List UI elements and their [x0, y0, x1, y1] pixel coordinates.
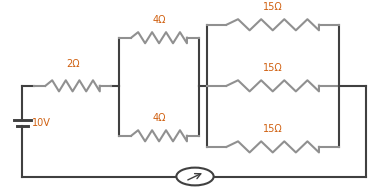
- Text: 15Ω: 15Ω: [263, 2, 283, 12]
- Text: 2Ω: 2Ω: [66, 59, 80, 69]
- Circle shape: [176, 168, 214, 185]
- Text: 4Ω: 4Ω: [152, 113, 166, 123]
- Text: 15Ω: 15Ω: [263, 124, 283, 134]
- Text: 15Ω: 15Ω: [263, 63, 283, 73]
- Text: 10V: 10V: [32, 118, 51, 128]
- Text: 4Ω: 4Ω: [152, 15, 166, 25]
